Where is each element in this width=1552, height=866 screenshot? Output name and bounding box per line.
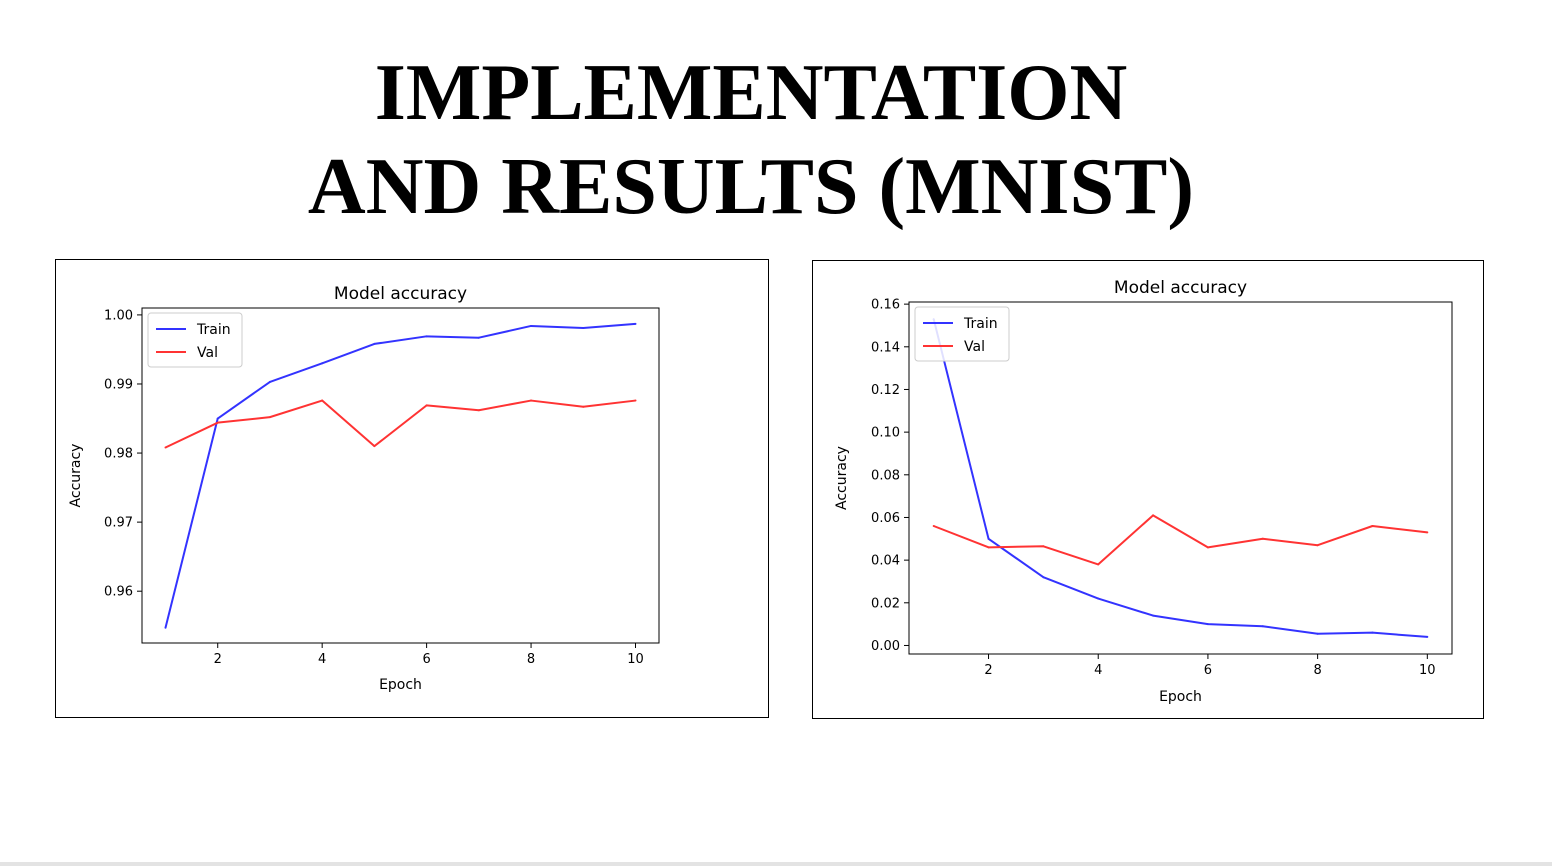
y-tick-label: 0.16 (871, 298, 900, 313)
data-point-train (1426, 635, 1429, 638)
series-line-val (165, 399, 636, 449)
data-point-train (582, 327, 585, 330)
data-point-val (1426, 531, 1429, 534)
data-point-val (1206, 546, 1209, 549)
series-line-train (932, 318, 1428, 638)
y-tick-label: 0.14 (871, 340, 900, 355)
y-tick-label: 0.97 (104, 516, 133, 531)
chart-title: Model accuracy (1114, 278, 1247, 298)
legend-label-val: Val (197, 345, 218, 361)
legend-box (147, 312, 243, 368)
x-tick-label: 10 (627, 652, 644, 667)
data-point-train (321, 362, 324, 365)
y-tick-label: 0.10 (871, 426, 900, 441)
slide-title-line2: AND RESULTS (MNIST) (307, 143, 1195, 231)
data-point-train (216, 417, 219, 420)
data-point-train (1316, 632, 1319, 635)
x-tick-label: 4 (1094, 663, 1102, 678)
data-point-train (1261, 625, 1264, 628)
data-point-val (425, 404, 428, 407)
data-point-val (1097, 563, 1100, 566)
y-tick-label: 0.99 (104, 377, 133, 392)
loss-chart: Model accuracy 2 4 6 8 10 0.00 0.02 0.04 0.06 0.08… (834, 278, 1453, 705)
x-tick-label: 6 (422, 652, 430, 667)
data-point-train (987, 537, 990, 540)
y-axis-label: Accuracy (834, 446, 850, 510)
data-point-val (582, 405, 585, 408)
legend-label-train: Train (963, 316, 998, 332)
series-line-val (933, 514, 1428, 566)
y-tick-label: 0.98 (104, 447, 133, 462)
chart-title: Model accuracy (334, 284, 467, 304)
y-tick-label: 0.96 (104, 585, 133, 600)
x-tick-label: 10 (1419, 663, 1436, 678)
series-line-train (164, 322, 636, 629)
data-point-val (1042, 545, 1045, 548)
chart-panel-right: Model accuracy 2 4 6 8 10 0.00 0.02 0.04 0.06 0.08… (812, 260, 1484, 719)
data-point-val (1371, 525, 1374, 527)
data-point-train (1097, 597, 1100, 600)
data-point-val (1316, 544, 1319, 547)
data-point-train (634, 322, 637, 325)
data-point-train (268, 380, 271, 383)
data-point-train (425, 335, 428, 338)
data-point-val (1261, 537, 1264, 540)
y-tick-label: 0.12 (871, 383, 900, 398)
y-axis-label: Accuracy (68, 444, 84, 508)
data-point-train (1042, 576, 1045, 579)
y-tick-label: 0.04 (871, 554, 900, 569)
x-tick-label: 2 (214, 652, 222, 667)
x-tick-label: 8 (527, 652, 535, 667)
x-axis-label: Epoch (379, 677, 422, 693)
data-point-train (1371, 631, 1374, 634)
x-axis-label: Epoch (1159, 689, 1202, 705)
legend-label-val: Val (964, 339, 985, 355)
data-point-val (164, 446, 167, 449)
data-point-val (321, 399, 324, 402)
plot-frame (908, 301, 1453, 655)
slide-title: IMPLEMENTATION AND RESULTS (MNIST) (0, 46, 1502, 234)
y-tick-label: 1.00 (104, 308, 133, 323)
data-point-val (373, 445, 376, 448)
bottom-divider (0, 862, 1552, 866)
data-point-train (530, 324, 533, 327)
legend-label-train: Train (196, 322, 231, 338)
data-point-val (932, 525, 935, 527)
y-tick-label: 0.00 (871, 639, 900, 654)
y-tick-label: 0.02 (871, 596, 900, 611)
y-tick-label: 0.06 (871, 511, 900, 526)
accuracy-chart: Model accuracy 2 4 6 8 10 0.96 0.97 0.98 0.99 1.00… (68, 284, 660, 693)
data-point-train (1206, 623, 1209, 626)
x-tick-label: 8 (1313, 663, 1321, 678)
chart-panel-left: Model accuracy 2 4 6 8 10 0.96 0.97 0.98 0.99 1.00… (55, 259, 769, 718)
y-tick-label: 0.08 (871, 468, 900, 483)
data-point-val (268, 416, 271, 419)
data-point-train (373, 342, 376, 345)
data-point-train (164, 626, 167, 629)
data-point-train (477, 336, 480, 339)
x-tick-label: 6 (1204, 663, 1212, 678)
x-tick-label: 4 (318, 652, 326, 667)
plot-frame (141, 307, 660, 644)
data-point-val (634, 399, 637, 402)
legend-box (914, 306, 1010, 362)
data-point-val (216, 421, 219, 424)
slide-title-line1: IMPLEMENTATION (374, 49, 1128, 137)
x-tick-label: 2 (984, 663, 992, 678)
data-point-val (477, 409, 480, 412)
data-point-val (530, 399, 533, 402)
data-point-train (1152, 614, 1155, 617)
data-point-val (987, 546, 990, 549)
data-point-val (1152, 514, 1155, 517)
